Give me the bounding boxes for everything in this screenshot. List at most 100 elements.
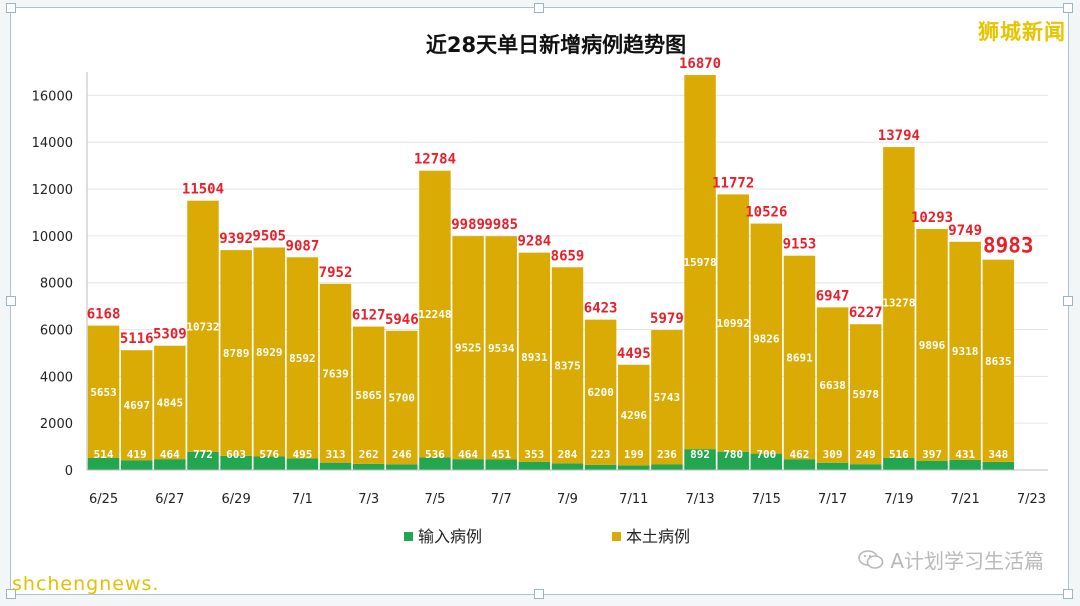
- data-label-total: 10293: [911, 210, 953, 226]
- bar-local: [584, 319, 617, 465]
- data-label-total: 6127: [352, 308, 386, 324]
- legend: 输入病例 本土病例: [404, 527, 690, 546]
- data-label-total: 13794: [878, 128, 920, 144]
- resize-handle-bottom-right[interactable]: [1063, 589, 1073, 599]
- data-label-total: 11772: [712, 175, 754, 191]
- data-label-total: 5946: [385, 312, 419, 328]
- y-tick-label: 12000: [32, 183, 73, 198]
- resize-handle-right[interactable]: [1063, 296, 1073, 306]
- data-label-local: 13278: [882, 296, 915, 309]
- data-label-local: 5978: [852, 388, 879, 401]
- y-axis: 0 2000 4000 6000 8000 10000 12000 14000 16000: [32, 72, 88, 479]
- data-label-local: 9896: [919, 339, 946, 352]
- y-tick-label: 6000: [40, 324, 73, 339]
- bars: [87, 75, 1015, 470]
- bar-imported: [949, 459, 981, 470]
- data-label-total: 9087: [286, 238, 320, 254]
- resize-handle-bottom[interactable]: [534, 589, 544, 599]
- data-label-local: 4697: [123, 399, 150, 412]
- data-label-imported: 495: [292, 448, 312, 461]
- bar-local: [816, 307, 849, 463]
- data-label-local: 5700: [389, 392, 416, 405]
- x-axis: 6/25 6/27 6/29 7/1 7/3 7/5 7/7 7/9 7/11 7/13 7/15 7…: [87, 469, 1048, 507]
- bar-imported: [717, 451, 749, 470]
- bar-imported: [319, 462, 352, 470]
- legend-swatch: [404, 532, 413, 541]
- data-label-total: 9989: [451, 217, 485, 233]
- x-tick-label: 6/25: [89, 492, 118, 507]
- data-label-imported: 348: [988, 448, 1008, 461]
- bar-imported: [618, 465, 650, 470]
- caption-bottom: shchengnews.: [12, 573, 160, 595]
- data-label-total: 12784: [414, 152, 456, 168]
- data-label-total: 8659: [551, 248, 585, 264]
- resize-handle-bottom-left[interactable]: [6, 589, 16, 599]
- data-label-total: 9284: [518, 234, 552, 250]
- bar-local: [286, 257, 319, 459]
- bar-local: [187, 200, 219, 452]
- x-tick-label: 7/5: [424, 492, 445, 507]
- data-label-total: 16870: [679, 56, 721, 72]
- resize-handle-left[interactable]: [6, 296, 16, 306]
- data-label-imported: 419: [127, 448, 147, 461]
- bar-imported: [750, 453, 783, 470]
- data-label-imported: 536: [425, 448, 445, 461]
- data-label-total: 11504: [182, 182, 224, 198]
- bar-imported: [419, 457, 451, 470]
- data-label-local: 8789: [223, 347, 250, 360]
- x-tick-label: 7/21: [951, 492, 980, 507]
- data-label-imported: 516: [889, 448, 909, 461]
- bar-local: [916, 229, 948, 461]
- legend-label: 输入病例: [418, 527, 482, 546]
- bar-local: [651, 330, 683, 465]
- data-label-total: 6947: [816, 288, 850, 304]
- data-label-imported: 464: [160, 448, 180, 461]
- data-label-local: 8375: [554, 359, 581, 372]
- wechat-icon: [858, 549, 884, 569]
- bar-local: [386, 330, 418, 465]
- data-label-imported: 249: [856, 448, 876, 461]
- bar-local: [485, 236, 517, 460]
- bar-local: [154, 345, 186, 460]
- data-label-local: 9318: [952, 345, 979, 358]
- data-label-local: 10992: [717, 317, 750, 330]
- y-tick-label: 10000: [32, 230, 73, 245]
- bar-local: [253, 247, 285, 457]
- bar-imported: [982, 461, 1015, 470]
- bar-imported: [883, 457, 915, 470]
- bar-local: [949, 241, 981, 460]
- bar-imported: [154, 459, 186, 470]
- data-label-imported: 431: [955, 448, 975, 461]
- resize-handle-top-left[interactable]: [6, 3, 16, 13]
- x-tick-label: 7/23: [1017, 492, 1046, 507]
- data-label-imported: 700: [756, 448, 776, 461]
- bar-imported: [551, 463, 584, 470]
- bar-imported: [452, 459, 484, 470]
- watermark-bottom-text: A计划学习生活篇: [890, 549, 1044, 573]
- data-label-total: 4495: [617, 346, 651, 362]
- bar-local: [883, 147, 915, 458]
- resize-handle-top[interactable]: [534, 3, 544, 13]
- data-label-total: 9392: [219, 231, 253, 247]
- bar-imported: [386, 464, 418, 470]
- bar-local: [783, 255, 816, 460]
- bar-imported: [352, 463, 385, 470]
- data-label-total: 9985: [484, 217, 518, 233]
- bar-imported: [120, 460, 153, 470]
- data-label-imported: 892: [690, 448, 710, 461]
- bar-imported: [518, 461, 551, 470]
- bar-imported: [286, 458, 319, 470]
- bar-local: [717, 194, 749, 452]
- resize-handle-top-right[interactable]: [1063, 3, 1073, 13]
- data-label-local: 12248: [418, 308, 451, 321]
- data-label-local: 8592: [289, 352, 316, 365]
- data-label-imported: 353: [524, 448, 544, 461]
- data-label-imported: 397: [922, 448, 942, 461]
- data-label-imported: 514: [94, 448, 114, 461]
- bar-local: [319, 283, 352, 463]
- y-tick-label: 16000: [32, 89, 73, 104]
- bar-imported: [253, 456, 285, 470]
- data-label-total: 6168: [87, 307, 121, 323]
- data-label-imported: 246: [392, 448, 412, 461]
